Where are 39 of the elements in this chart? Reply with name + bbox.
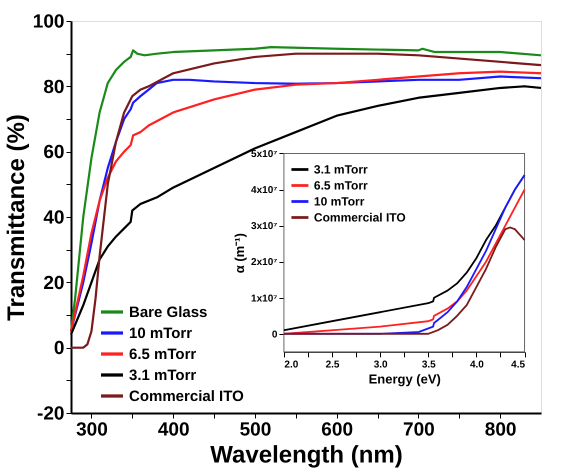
x-tick-label: 2.5 <box>326 359 340 370</box>
x-tick-label: 3.0 <box>374 359 388 370</box>
legend-label: 10 mTorr <box>129 325 192 342</box>
y-tick-label: 20 <box>43 272 64 294</box>
y-tick-label: 2x10⁷ <box>251 257 278 268</box>
y-tick-label: 60 <box>43 142 64 164</box>
y-tick-label: 100 <box>32 12 64 32</box>
x-axis-title: Energy (eV) <box>368 371 441 386</box>
y-tick-label: 40 <box>43 208 64 228</box>
x-tick-label: 500 <box>240 420 272 440</box>
x-tick-label: 4.0 <box>470 359 484 370</box>
legend-label: 3.1 mTorr <box>129 367 196 384</box>
legend-label: Commercial ITO <box>314 210 406 224</box>
y-tick-label: 0 <box>272 329 278 340</box>
x-tick-label: 2.0 <box>284 359 299 370</box>
y-tick-label: -20 <box>37 404 64 424</box>
y-tick-label: 5x10⁷ <box>251 148 278 160</box>
legend-label: Commercial ITO <box>129 388 244 405</box>
x-tick-label: 600 <box>321 420 354 440</box>
x-tick-label: 400 <box>158 420 190 440</box>
legend-label: 6.5 mTorr <box>314 178 368 192</box>
x-tick-label: 700 <box>403 420 435 440</box>
x-tick-label: 800 <box>484 420 516 440</box>
y-tick-label: 1x10⁷ <box>251 293 278 304</box>
legend-label: 10 mTorr <box>314 194 365 208</box>
x-tick-label: 4.5 <box>511 359 526 370</box>
x-tick-label: 3.5 <box>422 359 436 370</box>
x-tick-label: 300 <box>76 420 108 440</box>
legend-label: Bare Glass <box>129 304 208 321</box>
line-series <box>283 226 526 335</box>
y-tick-label: 4x10⁷ <box>251 185 278 196</box>
y-axis-title: Transmittance (%) <box>2 114 30 321</box>
y-tick-label: 80 <box>43 76 64 98</box>
legend-label: 6.5 mTorr <box>129 346 196 363</box>
y-tick-label: 3x10⁷ <box>251 221 278 232</box>
legend-label: 3.1 mTorr <box>314 162 368 176</box>
y-tick-label: 0 <box>54 338 64 360</box>
y-axis-title: α (m⁻¹) <box>232 233 248 274</box>
x-axis-title: Wavelength (nm) <box>210 442 403 468</box>
